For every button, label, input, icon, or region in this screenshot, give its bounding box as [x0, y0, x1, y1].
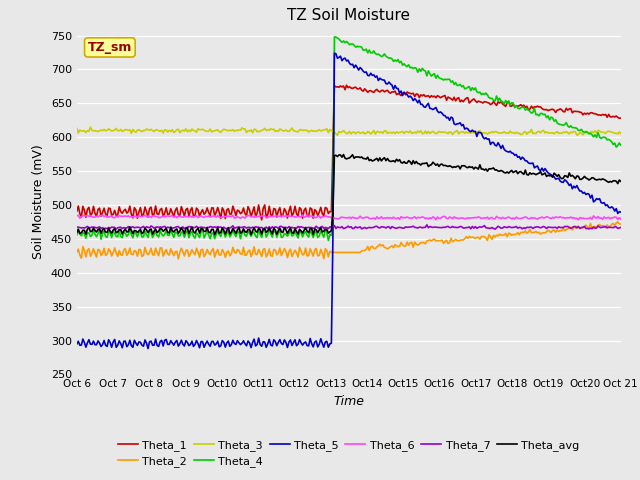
Theta_3	[73, 125, 81, 131]
Line: Theta_5: Theta_5	[77, 53, 621, 348]
Theta_avg	[140, 229, 147, 235]
Theta_1	[264, 212, 271, 217]
Theta_7	[253, 224, 261, 230]
Theta_3	[237, 127, 244, 133]
Theta_5	[331, 50, 339, 56]
Theta_3	[589, 130, 597, 135]
Line: Theta_1: Theta_1	[77, 85, 621, 220]
Theta_7	[491, 226, 499, 232]
Theta_avg	[617, 179, 625, 184]
Theta_2	[140, 252, 147, 258]
Theta_2	[264, 251, 271, 257]
Theta_6	[140, 214, 147, 219]
Line: Theta_avg: Theta_avg	[77, 155, 621, 235]
Theta_3	[86, 124, 94, 130]
Theta_5	[237, 342, 244, 348]
Theta_4	[589, 134, 597, 140]
Theta_7	[140, 224, 147, 229]
Theta_5	[255, 335, 262, 341]
Theta_6	[262, 215, 270, 220]
Theta_2	[614, 219, 621, 225]
Theta_6	[312, 215, 320, 220]
Title: TZ Soil Moisture: TZ Soil Moisture	[287, 9, 410, 24]
Theta_1	[140, 212, 147, 217]
Text: TZ_sm: TZ_sm	[88, 41, 132, 54]
Theta_5	[589, 199, 597, 205]
Theta_4	[311, 230, 319, 236]
Theta_5	[617, 209, 625, 215]
Line: Theta_2: Theta_2	[77, 222, 621, 259]
Line: Theta_7: Theta_7	[77, 225, 621, 229]
Theta_avg	[73, 229, 81, 235]
Theta_avg	[312, 227, 320, 233]
Theta_7	[235, 224, 243, 230]
Theta_3	[264, 127, 271, 132]
Theta_1	[253, 210, 261, 216]
Theta_5	[312, 338, 320, 344]
Theta_1	[312, 208, 320, 214]
Theta_4	[262, 234, 270, 240]
Theta_6	[575, 217, 582, 223]
Legend: Theta_1, Theta_2, Theta_3, Theta_4, Theta_5, Theta_6, Theta_7, Theta_avg: Theta_1, Theta_2, Theta_3, Theta_4, Thet…	[113, 435, 584, 471]
Theta_avg	[255, 226, 262, 231]
Theta_4	[617, 142, 625, 148]
Theta_2	[312, 246, 320, 252]
Theta_2	[175, 256, 182, 262]
Theta_avg	[340, 152, 348, 157]
Theta_1	[342, 83, 350, 88]
Theta_1	[235, 208, 243, 214]
Theta_7	[589, 224, 597, 230]
Y-axis label: Soil Moisture (mV): Soil Moisture (mV)	[32, 144, 45, 259]
Theta_1	[617, 115, 625, 121]
Theta_5	[264, 341, 271, 347]
Theta_avg	[237, 230, 244, 236]
Theta_6	[253, 214, 261, 220]
Theta_4	[331, 34, 339, 40]
Theta_avg	[264, 228, 271, 234]
Theta_3	[141, 128, 149, 133]
Theta_2	[237, 251, 244, 257]
Theta_2	[617, 221, 625, 227]
Theta_2	[588, 225, 596, 231]
Theta_7	[73, 225, 81, 230]
Theta_2	[255, 247, 262, 252]
Theta_6	[617, 216, 625, 222]
Theta_avg	[589, 175, 597, 181]
Theta_4	[140, 234, 147, 240]
Line: Theta_4: Theta_4	[77, 37, 621, 240]
X-axis label: Time: Time	[333, 395, 364, 408]
Line: Theta_3: Theta_3	[77, 127, 621, 135]
Theta_6	[235, 215, 243, 220]
Theta_4	[235, 228, 243, 234]
Line: Theta_6: Theta_6	[77, 215, 621, 220]
Theta_5	[140, 343, 147, 349]
Theta_7	[311, 225, 319, 231]
Theta_1	[258, 217, 266, 223]
Theta_3	[333, 132, 341, 138]
Theta_1	[589, 111, 597, 117]
Theta_6	[589, 213, 597, 219]
Theta_4	[324, 238, 332, 243]
Theta_4	[253, 235, 261, 240]
Theta_2	[73, 249, 81, 255]
Theta_3	[255, 129, 262, 134]
Theta_5	[73, 341, 81, 347]
Theta_6	[73, 213, 81, 219]
Theta_7	[617, 225, 625, 230]
Theta_6	[303, 212, 311, 218]
Theta_3	[312, 128, 320, 134]
Theta_4	[73, 232, 81, 238]
Theta_5	[144, 346, 152, 351]
Theta_1	[73, 208, 81, 214]
Theta_avg	[211, 232, 218, 238]
Theta_3	[617, 131, 625, 136]
Theta_7	[262, 224, 270, 230]
Theta_7	[423, 222, 431, 228]
